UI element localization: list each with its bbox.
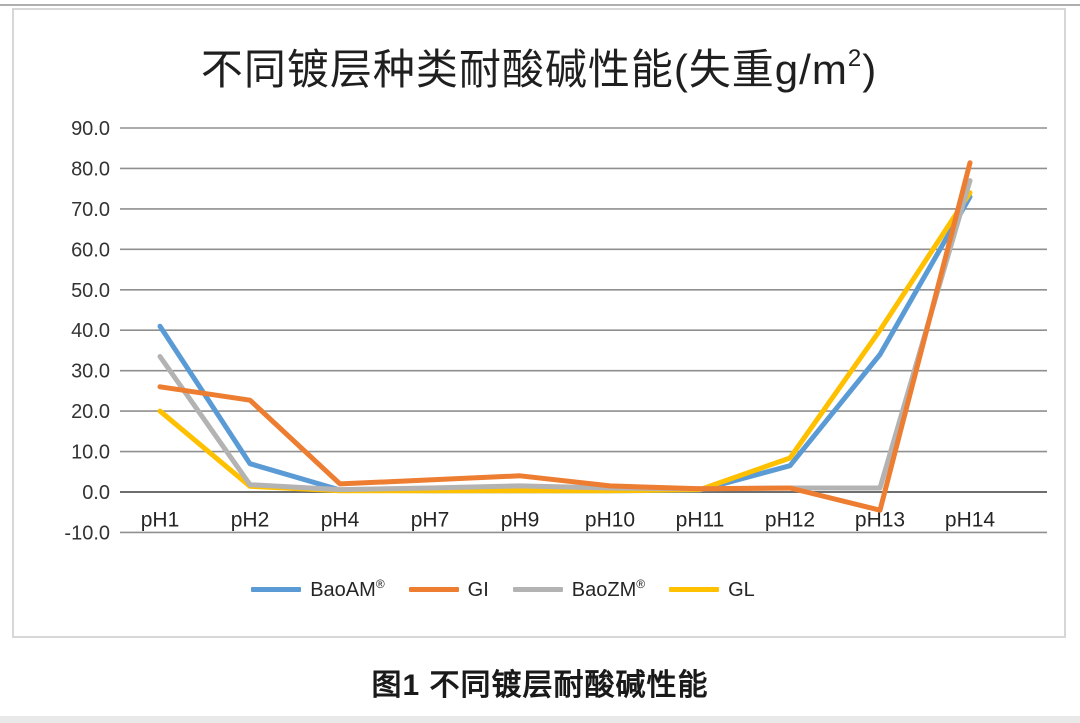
y-tick-label: 90.0 <box>71 118 110 140</box>
y-tick-label: 70.0 <box>71 199 110 221</box>
legend-item-label: GL <box>728 577 755 602</box>
y-tick-label: 20.0 <box>71 401 110 423</box>
x-tick-label: pH1 <box>141 508 180 531</box>
chart-frame: 不同镀层种类耐酸碱性能(失重g/m2) 90.0 80.0 70.0 60.0 50.0… <box>12 8 1066 638</box>
y-tick-label: 10.0 <box>71 442 110 464</box>
series-line-BaoAM <box>157 194 973 494</box>
legend-item: GI <box>408 577 489 602</box>
legend-label-text: GL <box>728 578 755 601</box>
series-line-GL <box>157 190 973 494</box>
legend-label-text: BaoAM <box>310 578 376 601</box>
figure-caption: 图1 不同镀层耐酸碱性能 <box>371 669 709 702</box>
legend-line-swatch <box>669 586 720 592</box>
x-tick-label: pH14 <box>945 508 996 531</box>
registered-mark-icon: ® <box>636 576 646 591</box>
legend-item: BaoAM® <box>251 577 385 602</box>
x-tick-label: pH12 <box>765 508 815 531</box>
chart-title-superscript: 2 <box>847 45 863 72</box>
y-tick-label: 50.0 <box>71 280 110 302</box>
x-tick-label: pH11 <box>676 508 725 531</box>
x-tick-label: pH4 <box>321 508 360 531</box>
x-tick-label: pH2 <box>231 508 270 531</box>
x-tick-label: pH9 <box>501 508 540 531</box>
legend-item-label: BaoAM® <box>310 577 384 602</box>
legend-label-text: GI <box>467 578 489 601</box>
legend-item: BaoZM® <box>512 577 645 602</box>
chart-title-close: ) <box>862 46 878 93</box>
y-tick-label: 30.0 <box>71 361 110 383</box>
y-tick-label: 80.0 <box>71 158 110 180</box>
chart-title: 不同镀层种类耐酸碱性能(失重g/m2) <box>14 36 1064 97</box>
legend-item: GL <box>669 577 755 602</box>
legend-line-swatch <box>512 586 563 592</box>
page-bottom-rule <box>0 716 1080 723</box>
chart-title-text: 不同镀层种类耐酸碱性能(失重g/m <box>200 46 848 93</box>
legend-line-swatch <box>408 586 459 592</box>
registered-mark-icon: ® <box>375 576 385 591</box>
y-tick-label: 0.0 <box>82 482 110 504</box>
legend-item-label: GI <box>468 577 489 602</box>
legend-item-label: BaoZM® <box>572 577 645 602</box>
y-tick-label: -10.0 <box>64 522 110 544</box>
series-line-BaoZM <box>157 178 973 493</box>
legend-label-text: BaoZM <box>571 578 637 601</box>
legend-line-swatch <box>251 586 302 592</box>
plot-svg: 90.0 80.0 70.0 60.0 50.0 40.0 30.0 20.0 10.0 0.0 -… <box>64 118 1047 544</box>
page-top-rule <box>0 4 1080 6</box>
y-tick-label: 40.0 <box>71 320 110 342</box>
x-tick-label: pH7 <box>411 508 450 531</box>
x-tick-label: pH13 <box>855 508 905 531</box>
x-tick-label: pH10 <box>585 508 635 531</box>
y-tick-label: 60.0 <box>71 239 110 261</box>
chart-legend: BaoAM® GI BaoZM® GL <box>14 576 992 602</box>
series-line-GI <box>157 160 973 513</box>
